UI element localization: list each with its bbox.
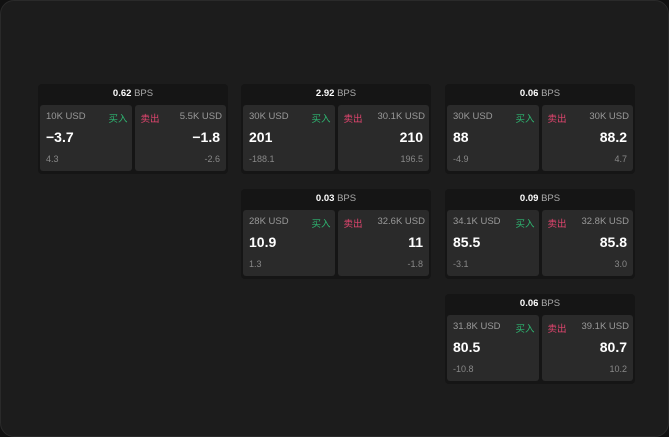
sell-button[interactable]: 卖出 32.8K USD 85.8 3.0: [541, 210, 633, 276]
bid-sub: 4.3: [46, 154, 59, 164]
quote-card: 0.09 BPS 34.1K USD 买入 85.5 -3.1 卖出 32.8K U…: [445, 189, 635, 279]
quote-card: 0.62 BPS 10K USD 买入 −3.7 4.3 卖出 5.5K USD −…: [38, 84, 228, 174]
sell-button[interactable]: 卖出 32.6K USD 11 -1.8: [337, 210, 429, 276]
spread-header: 0.62 BPS: [38, 84, 228, 104]
spread-header: 0.03 BPS: [241, 189, 431, 209]
ask-price: 11: [408, 234, 423, 250]
bid-size: 30K USD: [453, 111, 493, 122]
spread-unit: BPS: [134, 88, 154, 99]
buy-label: 买入: [515, 114, 535, 125]
buy-button[interactable]: 10K USD 买入 −3.7 4.3: [40, 105, 132, 171]
ask-price: 80.7: [599, 339, 627, 355]
ask-price: 210: [399, 129, 423, 145]
buy-button[interactable]: 30K USD 买入 88 -4.9: [447, 105, 539, 171]
bid-price: 80.5: [453, 339, 481, 355]
ask-price: −1.8: [192, 129, 220, 145]
quote-card: 0.03 BPS 28K USD 买入 10.9 1.3 卖出 32.6K USD …: [241, 189, 431, 279]
ask-sub: 4.7: [614, 154, 627, 164]
spread-header: 0.09 BPS: [445, 189, 635, 209]
bid-price: 85.5: [453, 234, 481, 250]
sell-button[interactable]: 卖出 5.5K USD −1.8 -2.6: [134, 105, 226, 171]
sell-label: 卖出: [547, 219, 567, 230]
spread-value: 0.06: [519, 298, 539, 309]
buy-button[interactable]: 30K USD 买入 201 -188.1: [243, 105, 335, 171]
spread-unit: BPS: [541, 298, 561, 309]
bid-size: 30K USD: [249, 111, 289, 122]
bid-price: 201: [249, 129, 273, 145]
spread-value: 2.92: [315, 88, 335, 99]
ask-size: 30.1K USD: [377, 111, 425, 122]
buy-label: 买入: [311, 114, 331, 125]
sell-button[interactable]: 卖出 39.1K USD 80.7 10.2: [541, 315, 633, 381]
sell-label: 卖出: [343, 219, 363, 230]
ask-size: 30K USD: [589, 111, 629, 122]
bid-price: 88: [453, 129, 469, 145]
quote-card: 2.92 BPS 30K USD 买入 201 -188.1 卖出 30.1K US…: [241, 84, 431, 174]
ask-price: 88.2: [599, 129, 627, 145]
sell-label: 卖出: [547, 324, 567, 335]
bid-sub: -3.1: [453, 259, 469, 269]
bid-sub: -188.1: [249, 154, 275, 164]
ask-sub: -1.8: [407, 259, 423, 269]
buy-button[interactable]: 34.1K USD 买入 85.5 -3.1: [447, 210, 539, 276]
buy-button[interactable]: 28K USD 买入 10.9 1.3: [243, 210, 335, 276]
spread-unit: BPS: [541, 88, 561, 99]
bid-size: 31.8K USD: [453, 321, 501, 332]
spread-unit: BPS: [337, 193, 357, 204]
ask-sub: 196.5: [400, 154, 423, 164]
spread-value: 0.06: [519, 88, 539, 99]
bid-sub: -4.9: [453, 154, 469, 164]
ask-sub: 10.2: [609, 364, 627, 374]
ask-size: 39.1K USD: [581, 321, 629, 332]
sell-button[interactable]: 卖出 30.1K USD 210 196.5: [337, 105, 429, 171]
bid-size: 28K USD: [249, 216, 289, 227]
sell-label: 卖出: [343, 114, 363, 125]
buy-label: 买入: [515, 219, 535, 230]
ask-price: 85.8: [599, 234, 627, 250]
bid-sub: 1.3: [249, 259, 262, 269]
sell-label: 卖出: [547, 114, 567, 125]
ask-sub: 3.0: [614, 259, 627, 269]
quote-card: 0.06 BPS 30K USD 买入 88 -4.9 卖出 30K USD 88.…: [445, 84, 635, 174]
buy-label: 买入: [311, 219, 331, 230]
sell-label: 卖出: [140, 114, 160, 125]
spread-unit: BPS: [337, 88, 357, 99]
bid-price: 10.9: [249, 234, 277, 250]
ask-size: 32.8K USD: [581, 216, 629, 227]
buy-label: 买入: [108, 114, 128, 125]
spread-value: 0.62: [112, 88, 132, 99]
spread-header: 0.06 BPS: [445, 84, 635, 104]
quote-card: 0.06 BPS 31.8K USD 买入 80.5 -10.8 卖出 39.1K …: [445, 294, 635, 384]
sell-button[interactable]: 卖出 30K USD 88.2 4.7: [541, 105, 633, 171]
spread-unit: BPS: [541, 193, 561, 204]
ask-size: 32.6K USD: [377, 216, 425, 227]
ask-size: 5.5K USD: [179, 111, 222, 122]
spread-header: 2.92 BPS: [241, 84, 431, 104]
spread-value: 0.03: [315, 193, 335, 204]
spread-value: 0.09: [519, 193, 539, 204]
bid-sub: -10.8: [453, 364, 474, 374]
bid-size: 10K USD: [46, 111, 86, 122]
buy-button[interactable]: 31.8K USD 买入 80.5 -10.8: [447, 315, 539, 381]
buy-label: 买入: [515, 324, 535, 335]
bid-size: 34.1K USD: [453, 216, 501, 227]
ask-sub: -2.6: [204, 154, 220, 164]
bid-price: −3.7: [46, 129, 74, 145]
spread-header: 0.06 BPS: [445, 294, 635, 314]
